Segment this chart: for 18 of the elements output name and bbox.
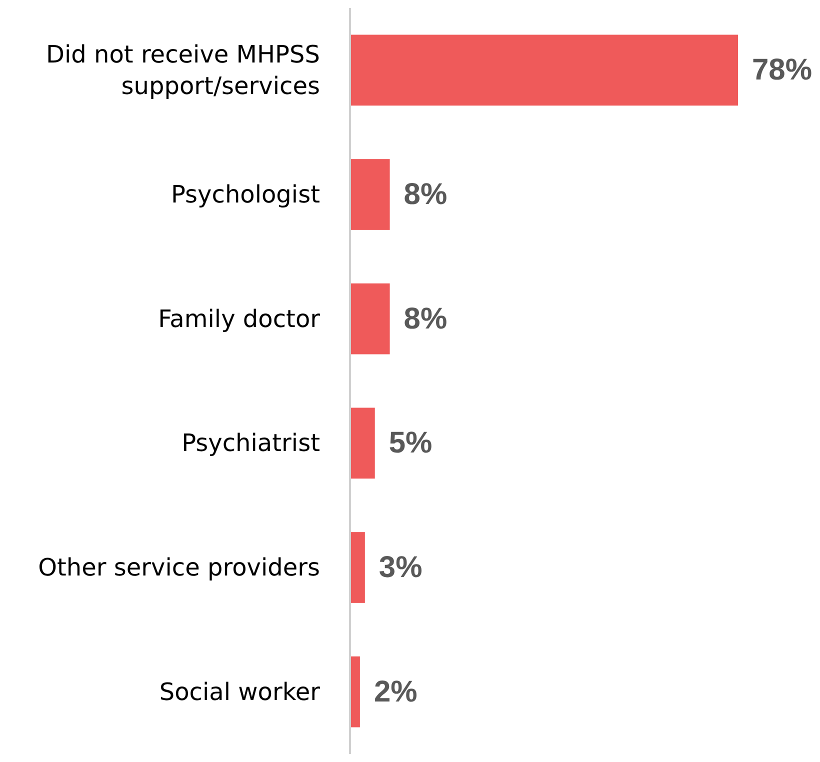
data-label: 5% bbox=[388, 426, 432, 460]
y-tick-label: Social worker bbox=[159, 678, 320, 706]
y-tick-label: Other service providers bbox=[38, 554, 320, 582]
y-tick-label: Psychologist bbox=[170, 180, 320, 208]
y-tick-label: Family doctor bbox=[158, 304, 320, 333]
data-label: 3% bbox=[378, 551, 422, 584]
bar bbox=[350, 532, 365, 603]
bar bbox=[350, 408, 375, 479]
data-label: 8% bbox=[404, 302, 448, 336]
y-tick-label: Psychiatrist bbox=[182, 429, 320, 458]
data-label: 78% bbox=[752, 54, 812, 87]
bar bbox=[350, 34, 738, 106]
bar bbox=[350, 283, 390, 354]
data-label: 8% bbox=[404, 178, 448, 211]
bar bbox=[350, 656, 360, 728]
y-tick-label: Did not receive MHPSS support/services bbox=[46, 40, 320, 100]
bar bbox=[350, 159, 390, 230]
data-label: 2% bbox=[374, 675, 418, 708]
